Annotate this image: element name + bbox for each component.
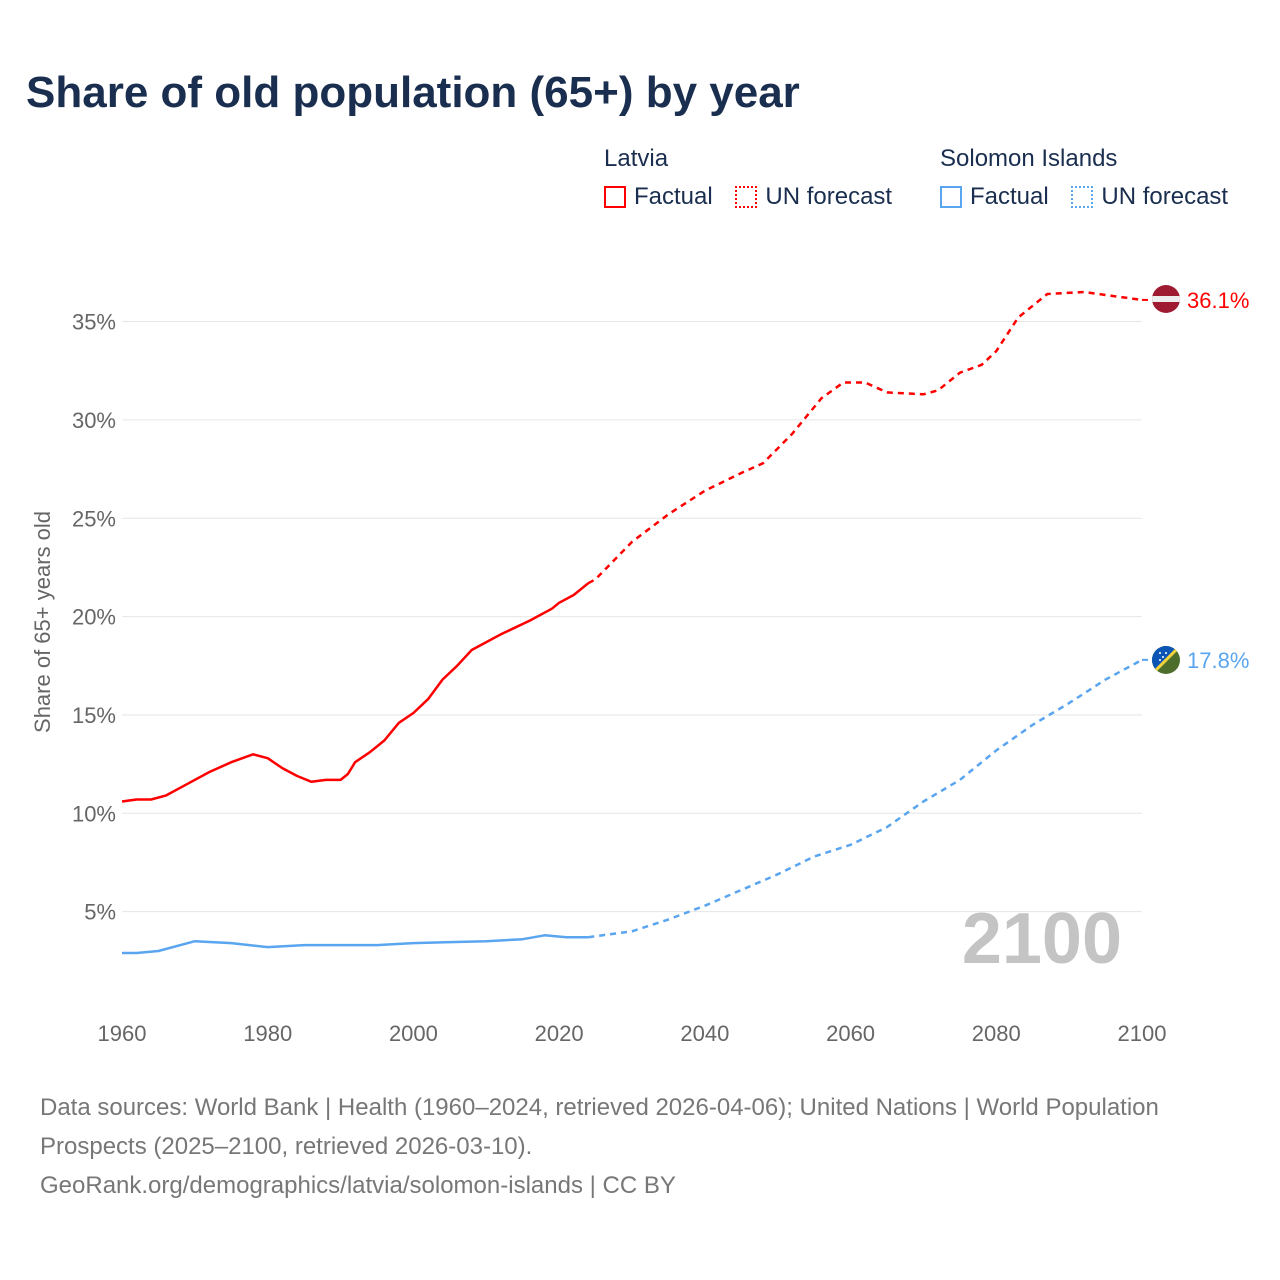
x-tick-label: 2080 — [972, 1021, 1021, 1046]
x-tick-label: 1980 — [243, 1021, 292, 1046]
line-chart: 5% 10% 15% 20% 25% 30% 35% 1960 1980 2000 2020 2040… — [30, 285, 1249, 1046]
chart-title: Share of old population (65+) by year — [26, 68, 800, 117]
legend-label: Factual — [634, 183, 713, 210]
x-tick-label: 2020 — [535, 1021, 584, 1046]
y-axis-label: Share of 65+ years old — [30, 511, 55, 733]
legend-country-name: Solomon Islands — [940, 145, 1118, 172]
legend-latvia: Latvia Factual UN forecast — [604, 145, 908, 215]
legend-solomon-factual[interactable]: Factual — [940, 183, 1049, 211]
legend-swatch-solid — [604, 186, 626, 208]
latvia-flag-icon — [1152, 285, 1180, 313]
y-tick-label: 5% — [84, 900, 116, 925]
series-line-latvia-factual[interactable] — [121, 582, 590, 803]
footer: Data sources: World Bank | Health (1960–… — [40, 1088, 1160, 1205]
legend-swatch-dotted — [1071, 186, 1094, 208]
x-tick-label: 2060 — [826, 1021, 875, 1046]
y-tick-label: 35% — [72, 310, 116, 335]
legend-label: UN forecast — [1101, 183, 1229, 210]
y-tick-label: 15% — [72, 703, 116, 728]
end-value-label: 36.1% — [1187, 288, 1249, 313]
data-sources: Data sources: World Bank | Health (1960–… — [40, 1094, 1159, 1160]
y-tick-label: 20% — [72, 605, 116, 630]
legend-swatch-solid — [940, 186, 962, 208]
x-tick-label: 2100 — [1118, 1021, 1167, 1046]
series-line-solomon-islands-factual[interactable] — [122, 934, 589, 955]
legend-latvia-forecast[interactable]: UN forecast — [735, 183, 892, 211]
legend-label: UN forecast — [765, 183, 893, 210]
solomon-islands-flag-icon — [1152, 646, 1180, 674]
x-tick-label: 2000 — [389, 1021, 438, 1046]
legend-solomon-forecast[interactable]: UN forecast — [1071, 183, 1228, 211]
legend-solomon-islands: Solomon Islands Factual UN forecast — [940, 145, 1228, 215]
end-value-label: 17.8% — [1187, 648, 1249, 673]
legend-country-name: Latvia — [604, 145, 669, 172]
series-line-solomon-islands-un-forecast[interactable] — [588, 658, 1143, 939]
y-tick-label: 25% — [72, 506, 116, 531]
series-line-latvia-un-forecast[interactable] — [587, 290, 1143, 585]
x-tick-label: 2040 — [680, 1021, 729, 1046]
legend-latvia-factual[interactable]: Factual — [604, 183, 713, 211]
y-tick-label: 30% — [72, 408, 116, 433]
x-tick-label: 1960 — [98, 1021, 147, 1046]
legend-label: Factual — [970, 183, 1049, 210]
source-link[interactable]: GeoRank.org/demographics/latvia/solomon-… — [40, 1172, 676, 1199]
y-tick-label: 10% — [72, 801, 116, 826]
year-watermark: 2100 — [962, 899, 1122, 979]
legend-swatch-dotted — [735, 186, 758, 208]
